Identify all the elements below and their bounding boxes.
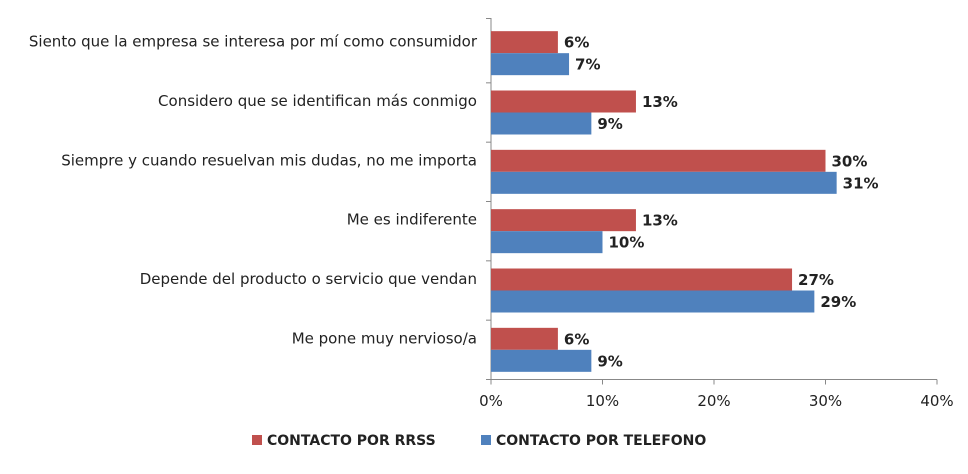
y-tick-label: Depende del producto o servicio que vend… bbox=[140, 270, 477, 288]
value-label: 9% bbox=[597, 352, 622, 370]
bar bbox=[491, 149, 826, 172]
value-label: 9% bbox=[597, 115, 622, 133]
value-label: 10% bbox=[609, 234, 645, 252]
legend-swatch bbox=[252, 435, 262, 445]
x-tick-label: 10% bbox=[586, 392, 619, 410]
y-tick-label: Me es indiferente bbox=[347, 211, 477, 229]
value-label: 7% bbox=[575, 56, 600, 74]
legend-label: CONTACTO POR RRSS bbox=[267, 433, 436, 449]
value-label: 29% bbox=[820, 293, 856, 311]
legend-swatch bbox=[481, 435, 491, 445]
bar bbox=[491, 171, 837, 194]
bar bbox=[491, 53, 570, 76]
y-tick-label: Me pone muy nervioso/a bbox=[292, 329, 477, 347]
value-label: 6% bbox=[564, 34, 589, 52]
bar bbox=[491, 268, 793, 291]
value-label: 13% bbox=[642, 212, 678, 230]
bar bbox=[491, 327, 558, 350]
y-tick-label: Considero que se identifican más conmigo bbox=[158, 92, 477, 110]
value-label: 27% bbox=[798, 271, 834, 289]
value-label: 31% bbox=[843, 174, 879, 192]
x-tick-label: 30% bbox=[809, 392, 842, 410]
legend-label: CONTACTO POR TELEFONO bbox=[496, 433, 706, 449]
bar bbox=[491, 90, 636, 113]
x-tick-label: 20% bbox=[697, 392, 730, 410]
bar bbox=[491, 349, 592, 372]
bar bbox=[491, 231, 603, 254]
bar bbox=[491, 112, 592, 135]
value-label: 30% bbox=[832, 152, 868, 170]
y-tick-label: Siempre y cuando resuelvan mis dudas, no… bbox=[61, 151, 477, 169]
x-tick-label: 40% bbox=[920, 392, 953, 410]
bar bbox=[491, 209, 636, 232]
bar bbox=[491, 290, 815, 313]
value-label: 6% bbox=[564, 330, 589, 348]
y-tick-label: Siento que la empresa se interesa por mí… bbox=[29, 33, 478, 51]
x-tick-label: 0% bbox=[479, 392, 503, 410]
bar bbox=[491, 31, 558, 54]
value-label: 13% bbox=[642, 93, 678, 111]
